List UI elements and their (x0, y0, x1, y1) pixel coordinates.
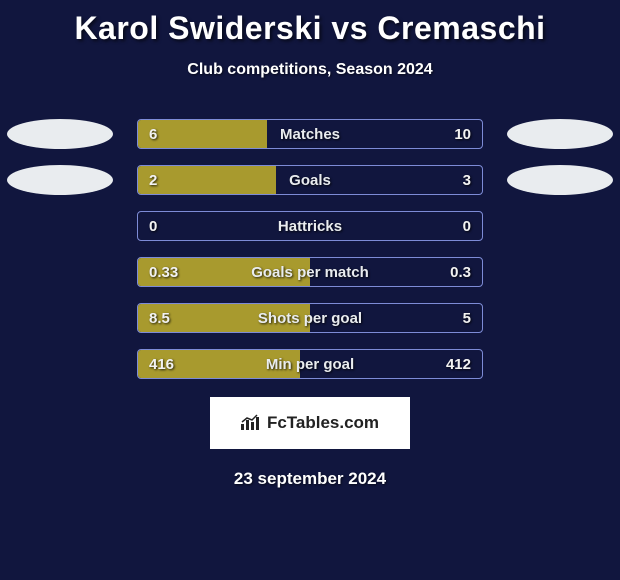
stat-value-right: 3 (451, 165, 483, 195)
stat-row: Goals 2 3 (0, 165, 620, 195)
brand-badge: FcTables.com (210, 397, 410, 449)
brand-text: FcTables.com (267, 413, 379, 433)
page-subtitle: Club competitions, Season 2024 (0, 61, 620, 79)
comparison-rows: Matches 6 10 Goals 2 3 Hattricks 0 0 Goa… (0, 119, 620, 379)
stat-label: Hattricks (138, 212, 482, 240)
stat-row: Shots per goal 8.5 5 (0, 303, 620, 333)
stat-row: Matches 6 10 (0, 119, 620, 149)
stat-value-left: 0 (137, 211, 169, 241)
stat-bar: Shots per goal (137, 303, 483, 333)
stat-value-left: 416 (137, 349, 186, 379)
stat-bar: Min per goal (137, 349, 483, 379)
stat-value-right: 412 (434, 349, 483, 379)
stat-value-right: 0 (451, 211, 483, 241)
stat-row: Min per goal 416 412 (0, 349, 620, 379)
player-left-badge (7, 119, 113, 149)
player-right-badge (507, 165, 613, 195)
page-title: Karol Swiderski vs Cremaschi (0, 0, 620, 47)
stat-row: Goals per match 0.33 0.3 (0, 257, 620, 287)
player-left-badge (7, 165, 113, 195)
stat-row: Hattricks 0 0 (0, 211, 620, 241)
stat-value-right: 5 (451, 303, 483, 333)
stat-bar: Matches (137, 119, 483, 149)
stat-bar: Goals (137, 165, 483, 195)
stat-bar: Hattricks (137, 211, 483, 241)
brand-chart-icon (241, 414, 261, 433)
date-label: 23 september 2024 (0, 469, 620, 489)
stat-value-left: 2 (137, 165, 169, 195)
stat-value-left: 0.33 (137, 257, 190, 287)
player-right-badge (507, 119, 613, 149)
stat-value-left: 8.5 (137, 303, 182, 333)
stat-value-right: 10 (442, 119, 483, 149)
stat-value-left: 6 (137, 119, 169, 149)
stat-value-right: 0.3 (438, 257, 483, 287)
